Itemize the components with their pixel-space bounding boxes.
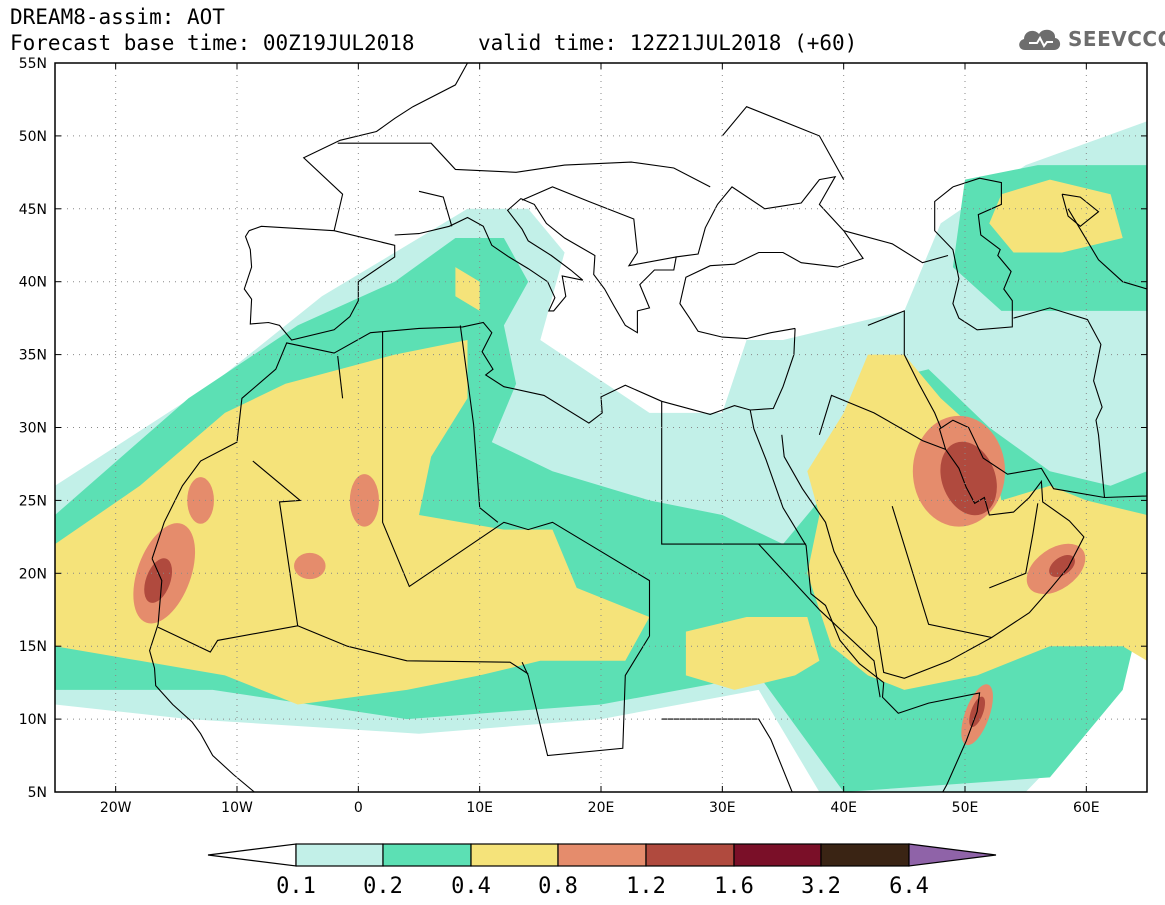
lon-tick-label: 10W — [221, 800, 253, 816]
border-central-asia — [1067, 208, 1147, 290]
cloud-icon — [1019, 29, 1061, 50]
aot-band-0.8-mali — [294, 552, 326, 580]
lon-tick-label: 20W — [100, 800, 132, 816]
logo-text: SEEVCCC — [1068, 27, 1165, 51]
border-niger — [297, 625, 529, 675]
lat-tick-label: 50N — [19, 129, 47, 145]
lon-tick-label: 30E — [709, 800, 736, 816]
aot-band-1.2-oman — [1049, 555, 1076, 578]
france-atlantic-coast — [302, 63, 468, 231]
aot-band-0.4-sardinia — [455, 267, 480, 311]
colorbar-label: 0.2 — [363, 874, 403, 899]
product-title: DREAM8-assim: AOT — [10, 5, 225, 29]
border-oman — [989, 503, 1039, 589]
border-central-europe — [337, 142, 711, 188]
seevccc-logo: SEEVCCC — [1016, 22, 1165, 56]
colorbar-label: 0.4 — [451, 874, 491, 899]
lat-tick-label: 10N — [19, 712, 47, 728]
aot-band-0.4-aral — [989, 179, 1123, 253]
border-iraq-iran — [867, 310, 942, 428]
colorbar-segment — [733, 843, 822, 867]
border-sahel — [382, 331, 651, 757]
lon-tick-label: 10E — [466, 800, 493, 816]
map-panel: 55N 50N 45N 40N 35N 30N 25N 20N 15N 10N 5N 20W 10W 0 1… — [19, 56, 1148, 816]
colorbar-label: 1.2 — [626, 874, 666, 899]
border-south-sudan — [661, 718, 793, 792]
colorbar-label: 6.4 — [889, 874, 929, 899]
colorbar-segment — [820, 843, 910, 867]
aot-band-1.2-west-coast — [144, 558, 173, 603]
aral-coast — [1061, 193, 1100, 228]
coastlines — [149, 63, 1147, 792]
border-eritrea — [819, 609, 881, 698]
border-balkans — [521, 186, 677, 267]
lat-tick-label: 15N — [19, 639, 47, 655]
caspian-coast — [934, 177, 1013, 331]
lon-tick-label: 40E — [830, 800, 857, 816]
lat-tick-label: 25N — [19, 493, 47, 509]
colorbar-low-triangle — [207, 843, 297, 867]
border-ukraine — [721, 106, 845, 180]
lon-tick-label: 20E — [588, 800, 615, 816]
axis-ticks: 55N 50N 45N 40N 35N 30N 25N 20N 15N 10N 5N 20W 10W 0 1… — [19, 56, 1147, 816]
border-sudan — [758, 543, 820, 611]
border-alps — [418, 190, 453, 227]
lon-tick-label: 60E — [1073, 800, 1100, 816]
aot-band-0.4-arabia — [807, 354, 1147, 690]
red-sea-africa-coast — [749, 409, 981, 792]
lat-tick-label: 55N — [19, 56, 47, 72]
aot-band-0.4-sahara — [55, 340, 650, 705]
lat-tick-label: 5N — [28, 785, 47, 801]
aot-band-1.2-gulf — [940, 441, 997, 516]
north-med-coast — [394, 175, 864, 340]
lat-tick-label: 40N — [19, 275, 47, 291]
colorbar-label: 1.6 — [714, 874, 754, 899]
border-morocco-algeria — [337, 356, 344, 399]
border-yemen — [891, 506, 992, 639]
colorbar-label: 0.1 — [276, 874, 316, 899]
colorbar-segment — [295, 843, 384, 867]
colorbar-segment — [557, 843, 647, 867]
lat-tick-label: 35N — [19, 348, 47, 364]
lat-tick-label: 45N — [19, 202, 47, 218]
colorbar-segment — [470, 843, 559, 867]
valid-time: valid time: 12Z21JUL2018 (+60) — [478, 31, 858, 55]
colorbar-label: 0.8 — [538, 874, 578, 899]
lat-tick-label: 20N — [19, 566, 47, 582]
lon-tick-label: 50E — [952, 800, 979, 816]
border-saudi-iraq — [818, 394, 946, 450]
lon-tick-label: 0 — [354, 800, 363, 816]
border-egypt — [661, 401, 807, 545]
forecast-base-time: Forecast base time: 00Z19JUL2018 — [10, 31, 415, 55]
colorbar: 0.1 0.2 0.4 0.8 1.2 1.6 3.2 6.4 — [207, 843, 997, 899]
colorbar-segment — [645, 843, 735, 867]
lat-tick-label: 30N — [19, 421, 47, 437]
west-africa-coast — [149, 558, 256, 792]
border-caucasus — [843, 230, 949, 264]
colorbar-label: 3.2 — [801, 874, 841, 899]
colorbar-segment — [382, 843, 472, 867]
colorbar-high-triangle — [908, 843, 997, 867]
arabia-coast — [781, 419, 1147, 679]
iberia-coast — [243, 225, 396, 341]
north-africa-coast — [151, 321, 796, 559]
gridlines — [55, 63, 1147, 792]
border-iran-east — [1013, 307, 1106, 498]
aot-band-0.8-algeria — [349, 474, 379, 527]
aot-band-0.8-mauritania — [187, 477, 214, 524]
border-tunisia-libya — [459, 325, 499, 523]
aot-band-0.4-sudan — [685, 617, 820, 690]
